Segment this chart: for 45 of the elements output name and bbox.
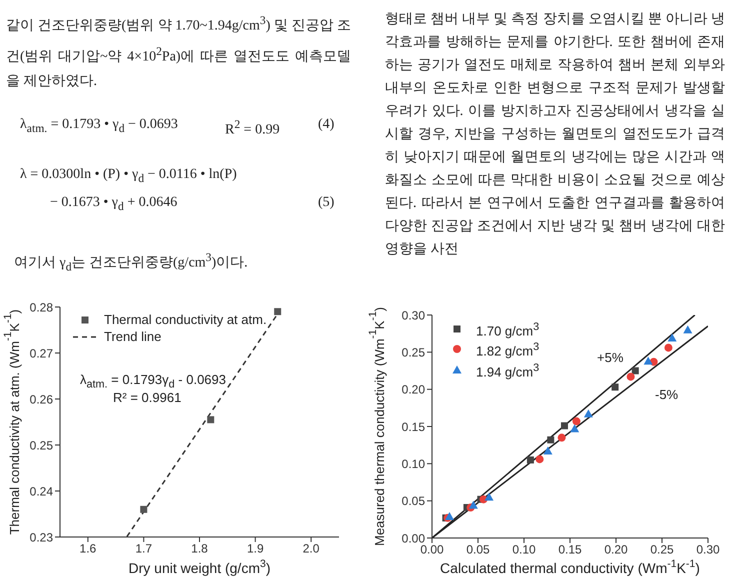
x-tick-label: 0.25 xyxy=(650,542,674,557)
y-tick-label: 0.15 xyxy=(402,420,426,434)
y-tick-label: 0.05 xyxy=(402,494,426,508)
x-axis-title: Dry unit weight (g/cm$^{3}$) xyxy=(128,558,270,576)
x-tick-label: 0.00 xyxy=(420,542,444,557)
y-tick-label: 0.20 xyxy=(402,382,426,397)
y-tick-label: 0.00 xyxy=(402,531,426,546)
legend-label: Thermal conductivity at atm. xyxy=(104,311,267,328)
legend-label: Trend line xyxy=(104,328,162,345)
y-tick-label: 0.25 xyxy=(402,345,426,360)
y-tick-label: 0.10 xyxy=(402,456,426,471)
text: λ$_{atm.}$ = 0.1793 • γ$_{d}$ − 0.0693 xyxy=(20,116,178,137)
annotation: λ$_{atm.}$ = 0.1793γ$_{d}$ - 0.0693 xyxy=(80,372,226,391)
annotation: -5% xyxy=(655,387,678,402)
x-tick-label: 0.20 xyxy=(604,542,628,557)
x-tick-label: 0.30 xyxy=(696,542,720,557)
text: λ = 0.0300ln • (P) • γ$_{d}$ − 0.0116 • ln(P) xyxy=(20,166,237,187)
x-tick-label: 1.8 xyxy=(191,542,208,556)
x-tick-label: 2.0 xyxy=(302,542,320,556)
x-tick-label: 0.05 xyxy=(466,542,490,557)
x-tick-label: 1.6 xyxy=(80,542,97,556)
x-tick-label: 1.7 xyxy=(135,542,152,556)
x-axis-title: Calculated thermal conductivity (Wm$^{-1}$K$^{-1}$) xyxy=(440,558,700,576)
legend-label: 1.94 g/cm$^{3}$ xyxy=(476,360,540,380)
text: 여기서 γ$_{d}$는 건조단위중량(g/cm$^{3}$)이다. xyxy=(14,250,248,276)
annotation: +5% xyxy=(597,350,624,365)
text: R$^{2}$ = 0.99 xyxy=(225,117,280,140)
legend-label: 1.82 g/cm$^{3}$ xyxy=(476,340,540,360)
text: (4) xyxy=(318,116,334,134)
y-tick-label: 0.23 xyxy=(30,530,54,544)
text: (5) xyxy=(318,194,334,212)
annotation: R² = 0.9961 xyxy=(113,390,182,405)
x-tick-label: 0.15 xyxy=(558,542,582,557)
text: 형태로 챔버 내부 및 측정 장치를 오염시킬 뿐 아니라 냉각효과를 방해하는 문제를 야기한다. 또한 챔버에 존재하는 공기가 열전도 매체로 작용하여 챔버 본체 외부와 내부의 온도차로 인한 변형으로 구조적 문제가 발생할 우려가 있다. 이를 방지하고자 진공상태에서 냉각을 실시할 경우, 지반을 구성하는 월면토의 열전도도가 급격히 낮아지기 때문에 월면토의 냉각에는 많은 시간과 액화질소 소모에 따른 막대한 비용이 소요될 것으로 예상된다. 따라서 본 연구에서 도출한 연구결과를 활용하여 다양한 진공압 조건에서 지반 냉각 및 챔버 냉각에 대한 영향을 사전 xyxy=(385,12,725,257)
text: 같이 건조단위중량(범위 약 1.70~1.94g/cm$^{3}$) 및 진공압 조건(범위 대기압~약 4×10$^{2}$Pa)에 따른 열전도도 예측모델을 제안하였다. xyxy=(6,14,351,90)
y-tick-label: 0.25 xyxy=(30,438,54,452)
y-tick-label: 0.24 xyxy=(30,484,54,498)
legend-label: 1.70 g/cm$^{3}$ xyxy=(476,320,540,340)
y-tick-label: 0.28 xyxy=(30,300,54,314)
text: − 0.1673 • γ$_{d}$ + 0.0646 xyxy=(50,194,178,215)
x-tick-label: 1.9 xyxy=(246,542,264,556)
x-tick-label: 0.10 xyxy=(512,542,536,557)
y-tick-label: 0.27 xyxy=(30,346,54,360)
y-tick-label: 0.26 xyxy=(30,392,54,406)
y-tick-label: 0.30 xyxy=(402,308,426,322)
